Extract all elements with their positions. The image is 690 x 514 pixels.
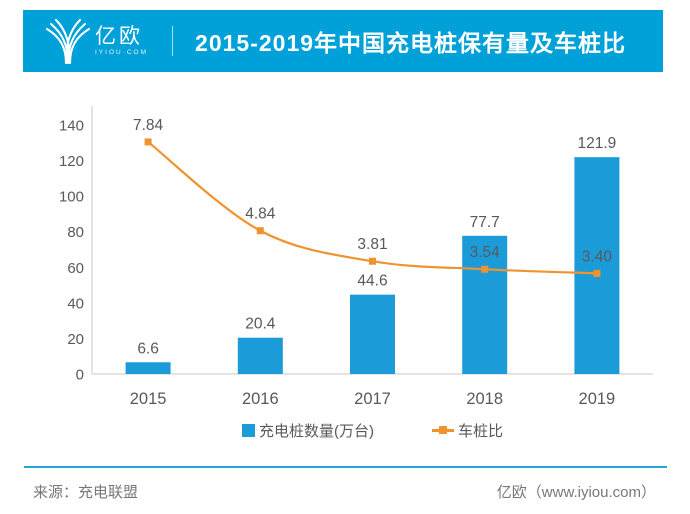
ratio-marker-2016 <box>256 227 264 235</box>
y-tick-label: 100 <box>59 189 84 206</box>
footer-brand-text: 亿欧（www.iyiou.com） <box>496 484 656 501</box>
legend-item-line: 车桩比 <box>431 420 503 441</box>
chart-title: 2015-2019年中国充电桩保有量及车桩比 <box>195 30 627 56</box>
y-tick-label: 60 <box>67 260 84 277</box>
ratio-value-label: 3.81 <box>357 236 387 253</box>
bar-legend-label: 充电桩数量(万台) <box>258 422 374 440</box>
ratio-marker-2017 <box>369 257 376 265</box>
line-legend-swatch <box>431 424 454 437</box>
x-tick-label: 2019 <box>579 390 616 408</box>
footer-source-text: 来源：充电联盟 <box>33 484 139 501</box>
ratio-value-label: 3.40 <box>582 248 613 265</box>
ratio-marker-2019 <box>593 269 601 277</box>
bar-2018 <box>462 235 508 374</box>
y-tick-label: 20 <box>67 331 84 348</box>
bar-value-label: 44.6 <box>357 273 387 290</box>
x-tick-label: 2016 <box>242 390 279 408</box>
legend-item-bars: 充电桩数量(万台) <box>241 420 374 441</box>
iyiou-logo: 亿欧 IYIOU·COM <box>45 17 148 65</box>
ratio-marker-2015 <box>144 138 152 146</box>
x-tick-label: 2015 <box>130 390 167 408</box>
bar-value-label: 20.4 <box>245 316 276 333</box>
logo-name: 亿欧 <box>95 24 143 48</box>
logo-subtext: IYIOU·COM <box>95 48 149 56</box>
y-tick-label: 80 <box>67 224 84 241</box>
line-legend-label: 车桩比 <box>457 422 503 440</box>
bar-2015 <box>125 362 171 374</box>
ratio-value-label: 3.54 <box>470 244 501 261</box>
chart-legend: 充电桩数量(万台) 车桩比 <box>92 420 653 441</box>
ratio-value-label: 4.84 <box>245 206 276 223</box>
chart-svg: 0 20 40 60 80 100 120 140 6.6 20.4 44.6 77.7 121.9 7.… <box>59 106 653 408</box>
y-tick-label: 140 <box>59 118 84 135</box>
bar-2019 <box>574 157 620 374</box>
y-tick-label: 40 <box>67 295 84 312</box>
bar-value-label: 6.6 <box>137 340 159 357</box>
bar-2017 <box>350 294 395 374</box>
bar-2016 <box>237 337 283 374</box>
ratio-marker-2018 <box>481 265 489 273</box>
x-tick-label: 2018 <box>466 390 503 408</box>
y-tick-label: 120 <box>59 153 84 170</box>
logo-text: 亿欧 IYIOU·COM <box>95 26 148 57</box>
y-tick-label: 0 <box>76 367 84 384</box>
footer-divider <box>24 466 667 468</box>
bar-legend-swatch <box>241 423 255 437</box>
header-divider <box>172 26 174 56</box>
header-band: 亿欧 IYIOU·COM 2015-2019年中国充电桩保有量及车桩比 <box>23 10 663 72</box>
line-legend-marker <box>438 426 447 434</box>
ratio-value-label: 7.84 <box>133 117 164 134</box>
ratio-line <box>147 141 597 275</box>
x-tick-label: 2017 <box>354 390 391 408</box>
iyiou-branch-icon <box>45 18 91 65</box>
bar-value-label: 121.9 <box>578 135 617 152</box>
bar-value-label: 77.7 <box>470 214 500 231</box>
